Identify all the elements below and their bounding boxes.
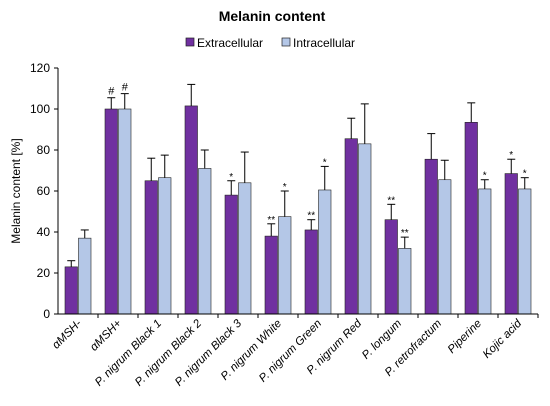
x-tick-label: Piperine	[446, 318, 484, 356]
bar-extracellular	[424, 158, 438, 315]
x-tick-label: P. nigrum Black 3	[173, 317, 245, 389]
bar-extracellular	[184, 105, 198, 315]
x-tick-label: Kojic acid	[481, 317, 525, 361]
y-axis-label: Melanin content [%]	[9, 138, 23, 243]
significance-label-intracellular: *	[483, 171, 487, 182]
x-axis: αMSH-αMSH+P. nigrum Black 1P. nigrum Bla…	[50, 313, 539, 389]
y-tick-label: 20	[37, 266, 51, 280]
legend-swatch-intracellular	[281, 37, 291, 47]
significance-label-intracellular: *	[323, 157, 327, 168]
bar-intracellular	[358, 143, 372, 315]
x-tick-label: P. nigrum Black 2	[133, 317, 205, 389]
x-tick-label: αMSH+	[88, 317, 124, 353]
legend-swatch-extracellular	[185, 37, 195, 47]
bar-extracellular	[464, 122, 478, 315]
bar-extracellular	[344, 138, 358, 315]
bar-intracellular	[278, 216, 292, 315]
bar-extracellular	[504, 173, 518, 315]
bar-intracellular	[238, 182, 252, 315]
bar-extracellular	[224, 194, 238, 315]
chart-title: Melanin content	[219, 8, 326, 24]
y-tick-label: 40	[37, 225, 51, 239]
bars: # #**************	[64, 82, 532, 315]
bar-extracellular	[144, 180, 158, 315]
bar-intracellular	[518, 188, 532, 315]
significance-label-extracellular: *	[229, 172, 233, 183]
bar-extracellular	[264, 235, 278, 315]
y-axis: 0 20 40 60 80 100 120	[30, 61, 59, 321]
bar-extracellular	[304, 229, 318, 315]
bar-extracellular	[64, 266, 78, 315]
bar-intracellular	[318, 189, 332, 315]
significance-label-extracellular: **	[307, 211, 315, 222]
legend-label-extracellular: Extracellular	[197, 36, 263, 50]
significance-label-intracellular: #	[122, 82, 129, 94]
significance-label-extracellular: **	[387, 195, 395, 206]
y-tick-label: 0	[43, 307, 50, 321]
bar-extracellular	[104, 108, 118, 315]
bar-intracellular	[438, 179, 452, 315]
legend-label-intracellular: Intracellular	[293, 36, 355, 50]
significance-label-intracellular: *	[523, 169, 527, 180]
bar-intracellular	[398, 248, 412, 315]
bar-intracellular	[478, 188, 492, 315]
significance-label-extracellular: *	[509, 150, 513, 161]
significance-label-extracellular: #	[108, 86, 115, 98]
x-tick-label: αMSH-	[50, 318, 84, 352]
bar-intracellular	[118, 108, 132, 315]
significance-label-intracellular: **	[401, 228, 409, 239]
y-tick-label: 100	[30, 102, 50, 116]
bar-extracellular	[384, 219, 398, 315]
legend: Extracellular Intracellular	[185, 36, 355, 50]
significance-label-intracellular: *	[283, 182, 287, 193]
bar-intracellular	[198, 168, 212, 315]
significance-label-extracellular: **	[267, 215, 275, 226]
bar-intracellular	[78, 237, 92, 315]
bar-intracellular	[158, 177, 172, 315]
y-tick-label: 120	[30, 61, 50, 75]
y-tick-label: 80	[37, 143, 51, 157]
y-tick-label: 60	[37, 184, 51, 198]
